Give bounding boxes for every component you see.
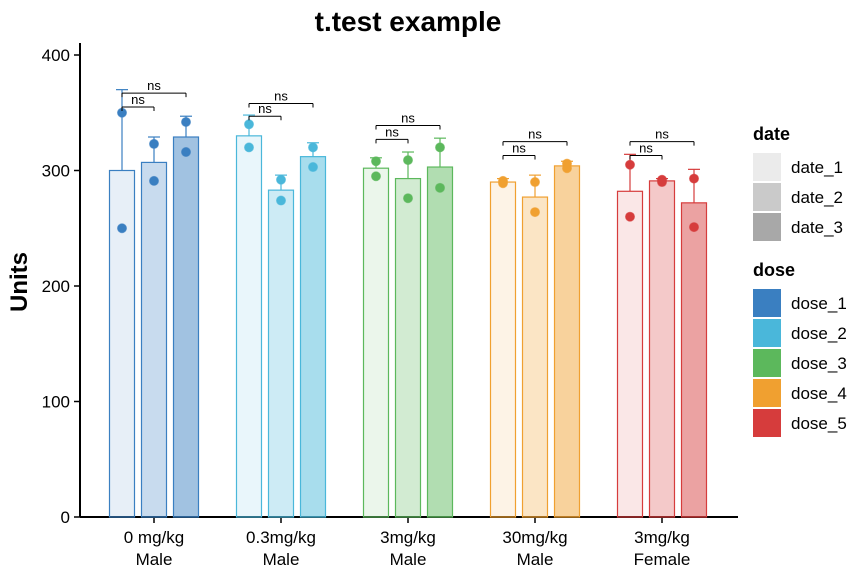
data-point [276,195,286,206]
significance-label: ns [401,110,415,125]
data-point [435,182,445,193]
data-point [149,175,159,186]
data-point [308,142,318,153]
legend-swatch [753,319,781,347]
legend-title-date: date [753,124,790,144]
legend-swatch [753,349,781,377]
x-tick-label: Male [517,550,554,569]
data-point [625,159,635,170]
x-tick-label: 3mg/kg [634,528,690,547]
data-point [530,177,540,188]
y-tick-label: 100 [42,393,70,412]
x-tick-label: Male [390,550,427,569]
data-point [276,174,286,185]
y-axis-label: Units [6,252,33,312]
data-point [149,138,159,149]
significance-label: ns [131,92,145,107]
significance-label: ns [512,140,526,155]
x-tick-label: Male [136,550,173,569]
legend-label: date_3 [791,218,843,237]
legend-label: dose_4 [791,384,847,403]
data-point [181,116,191,127]
data-point [244,119,254,130]
significance-label: ns [385,124,399,139]
data-point [244,142,254,153]
bar [172,136,200,518]
data-point [625,211,635,222]
legend-title-dose: dose [753,260,795,280]
data-point [689,222,699,233]
bar [108,169,136,518]
bar [267,189,295,518]
x-tick-label: 0 mg/kg [124,528,184,547]
legend-swatch [753,289,781,317]
data-point [435,142,445,153]
bar [235,135,263,518]
data-point [498,178,508,189]
data-point [657,177,667,188]
data-point [530,207,540,218]
data-point [371,171,381,182]
data-point [308,162,318,173]
legend-label: dose_3 [791,354,847,373]
data-point [181,147,191,158]
legend-label: dose_2 [791,324,847,343]
bar [140,161,168,518]
y-tick-label: 0 [61,508,70,527]
bar [553,165,581,518]
y-tick-label: 300 [42,162,70,181]
significance-label: ns [639,140,653,155]
significance-label: ns [274,89,288,104]
data-point [403,193,413,204]
bar [426,166,454,518]
x-tick-label: 3mg/kg [380,528,436,547]
significance-label: ns [655,127,669,142]
significance-label: ns [147,78,161,93]
data-point [403,155,413,166]
legend-swatch [753,183,781,211]
legend-label: date_1 [791,158,843,177]
bar [616,190,644,518]
y-tick-label: 200 [42,277,70,296]
significance-label: ns [258,101,272,116]
legend-swatch [753,153,781,181]
legend-swatch [753,213,781,241]
data-point [371,156,381,167]
bar [489,181,517,518]
legend-label: date_2 [791,188,843,207]
bar [299,156,327,518]
legend-swatch [753,409,781,437]
chart-title: t.test example [315,6,502,37]
data-point [562,163,572,174]
bar [680,202,708,518]
legend-swatch [753,379,781,407]
bar [521,196,549,518]
x-tick-label: 30mg/kg [502,528,567,547]
y-tick-label: 400 [42,46,70,65]
x-tick-label: Male [263,550,300,569]
data-point [117,223,127,234]
bar [394,177,422,518]
significance-label: ns [528,127,542,142]
bar [362,167,390,518]
bar [648,180,676,518]
data-point [689,173,699,184]
x-tick-label: 0.3mg/kg [246,528,316,547]
x-tick-label: Female [634,550,691,569]
legend-label: dose_1 [791,294,847,313]
legend-label: dose_5 [791,414,847,433]
